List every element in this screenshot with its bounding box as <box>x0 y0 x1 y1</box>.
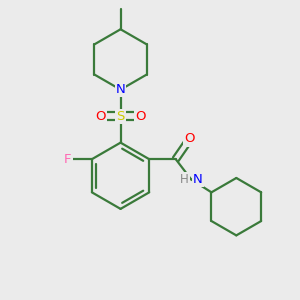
Text: F: F <box>64 153 72 166</box>
Text: O: O <box>136 110 146 123</box>
Text: S: S <box>116 110 125 123</box>
Text: H: H <box>180 173 189 186</box>
Text: N: N <box>193 173 203 186</box>
Text: O: O <box>95 110 106 123</box>
Text: O: O <box>184 133 195 146</box>
Text: N: N <box>116 83 125 96</box>
